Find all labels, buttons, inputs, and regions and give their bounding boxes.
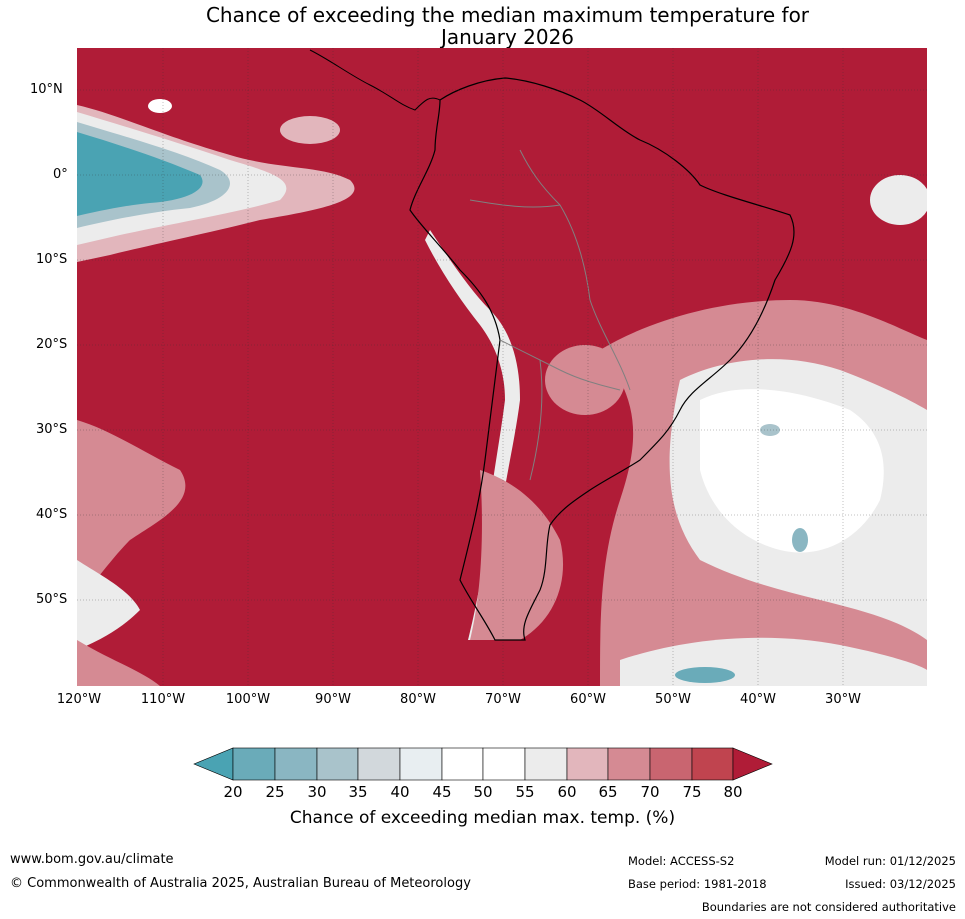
colorbar-50-55: [482, 747, 526, 781]
lat-label-0: 0°: [53, 167, 68, 182]
patagonia-pink: [470, 470, 564, 640]
colorbar-tick-25: 25: [265, 783, 285, 801]
se-pacific-patches: [77, 420, 186, 600]
colorbar-40-45: [399, 747, 443, 781]
lat-label-10s: 10°S: [36, 252, 68, 267]
lon-label-70w: 70°W: [485, 692, 521, 707]
footer-copyright: © Commonwealth of Australia 2025, Austra…: [10, 876, 471, 891]
lon-label-90w: 90°W: [315, 692, 351, 707]
pacific-white-patch: [280, 116, 340, 144]
colorbar-tick-70: 70: [640, 783, 660, 801]
lon-label-110w: 110°W: [140, 692, 186, 707]
atlantic-blue-speck-2: [792, 528, 808, 552]
lon-label-60w: 60°W: [570, 692, 606, 707]
lat-label-40s: 40°S: [36, 507, 68, 522]
colorbar-high-arrow: [732, 747, 773, 781]
south-america-coastline: [409, 77, 795, 641]
colorbar-tick-60: 60: [557, 783, 577, 801]
colorbar-tick-30: 30: [307, 783, 327, 801]
colorbar-20-25: [232, 747, 276, 781]
lon-label-40w: 40°W: [740, 692, 776, 707]
map-field: [77, 48, 927, 686]
se-pacific-patches-2: [77, 560, 140, 650]
lat-label-20s: 20°S: [36, 337, 68, 352]
colorbar-label: Chance of exceeding median max. temp. (%…: [289, 808, 676, 828]
lat-label-50s: 50°S: [36, 592, 68, 607]
colorbar-75-80: [691, 747, 734, 781]
lon-label-30w: 30°W: [825, 692, 861, 707]
colorbar-45-50: [441, 747, 484, 781]
chart-title: Chance of exceeding the median maximum t…: [0, 4, 965, 48]
central-america-coastline: [309, 49, 441, 111]
colorbar-tick-55: 55: [515, 783, 535, 801]
colorbar-60-65: [566, 747, 609, 781]
colorbar-tick-75: 75: [682, 783, 702, 801]
colorbar-tick-40: 40: [390, 783, 410, 801]
title-line-1: Chance of exceeding the median maximum t…: [205, 3, 810, 27]
colorbar-tick-45: 45: [432, 783, 452, 801]
footer-model-run: Model run: 01/12/2025: [824, 854, 956, 868]
colorbar-low-arrow: [193, 747, 234, 781]
footer-url: www.bom.gov.au/climate: [10, 852, 174, 867]
colorbar-30-35: [316, 747, 359, 781]
lat-label-30s: 30°S: [36, 422, 68, 437]
atlantic-east-patch: [870, 175, 927, 225]
pacific-white-patch-2: [148, 99, 172, 113]
colorbar-55-60: [524, 747, 568, 781]
colorbar-35-40: [357, 747, 401, 781]
footer-model: Model: ACCESS-S2: [628, 854, 735, 868]
colorbar-tick-80: 80: [723, 783, 743, 801]
colorbar-70-75: [649, 747, 693, 781]
lon-label-80w: 80°W: [400, 692, 436, 707]
lat-label-10n: 10°N: [30, 82, 63, 97]
footer-base-period: Base period: 1981-2018: [628, 877, 767, 891]
lon-label-100w: 100°W: [225, 692, 271, 707]
footer-disclaimer: Boundaries are not considered authoritat…: [701, 900, 956, 914]
pacific-south-edge: [77, 640, 160, 686]
title-line-2: January 2026: [440, 25, 575, 49]
colorbar-65-70: [607, 747, 651, 781]
lon-label-50w: 50°W: [655, 692, 691, 707]
country-borders: [469, 149, 631, 481]
colorbar-25-30: [274, 747, 318, 781]
atlantic-blue-speck-3: [675, 667, 735, 683]
lon-label-120w: 120°W: [56, 692, 102, 707]
colorbar-tick-50: 50: [473, 783, 493, 801]
pacific-cool-tongue-core: [77, 132, 203, 216]
colorbar-tick-65: 65: [598, 783, 618, 801]
atlantic-white-core: [700, 389, 884, 553]
colorbar-tick-20: 20: [223, 783, 243, 801]
footer-issued: Issued: 03/12/2025: [845, 877, 956, 891]
graticule: [77, 48, 927, 686]
colorbar-tick-35: 35: [348, 783, 368, 801]
colorbar: [193, 747, 773, 781]
